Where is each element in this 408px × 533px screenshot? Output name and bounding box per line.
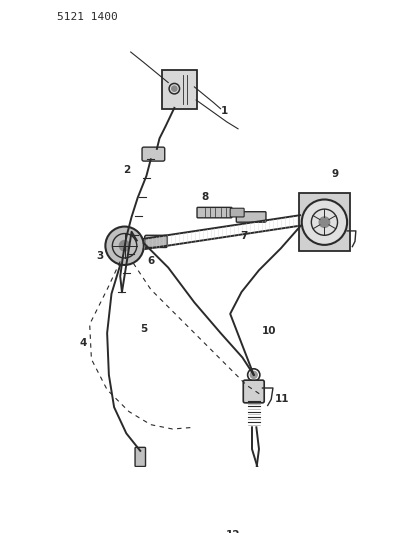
FancyBboxPatch shape bbox=[162, 70, 197, 109]
FancyBboxPatch shape bbox=[299, 193, 350, 251]
Text: 1: 1 bbox=[220, 107, 228, 116]
Text: 10: 10 bbox=[262, 326, 276, 336]
FancyBboxPatch shape bbox=[142, 147, 165, 161]
Text: 9: 9 bbox=[331, 169, 339, 179]
Text: 6: 6 bbox=[147, 256, 154, 265]
Circle shape bbox=[172, 86, 177, 91]
Text: 7: 7 bbox=[240, 231, 248, 241]
Circle shape bbox=[250, 372, 257, 378]
Text: 2: 2 bbox=[123, 165, 130, 175]
FancyBboxPatch shape bbox=[197, 207, 232, 218]
Circle shape bbox=[302, 199, 347, 245]
Text: 12: 12 bbox=[226, 530, 240, 533]
FancyBboxPatch shape bbox=[229, 485, 240, 500]
Circle shape bbox=[120, 240, 130, 251]
Circle shape bbox=[319, 217, 330, 228]
FancyBboxPatch shape bbox=[145, 235, 167, 247]
Text: 11: 11 bbox=[275, 394, 289, 405]
FancyBboxPatch shape bbox=[236, 212, 266, 222]
FancyBboxPatch shape bbox=[230, 208, 244, 217]
Text: 8: 8 bbox=[201, 192, 208, 202]
FancyBboxPatch shape bbox=[135, 447, 146, 466]
Circle shape bbox=[105, 227, 144, 265]
FancyBboxPatch shape bbox=[282, 474, 305, 511]
Text: 3: 3 bbox=[97, 251, 104, 261]
Circle shape bbox=[236, 469, 285, 517]
FancyBboxPatch shape bbox=[243, 380, 264, 403]
Circle shape bbox=[255, 487, 267, 499]
Text: 5: 5 bbox=[140, 324, 147, 334]
Text: 4: 4 bbox=[79, 338, 86, 349]
Text: 5121 1400: 5121 1400 bbox=[57, 12, 117, 22]
